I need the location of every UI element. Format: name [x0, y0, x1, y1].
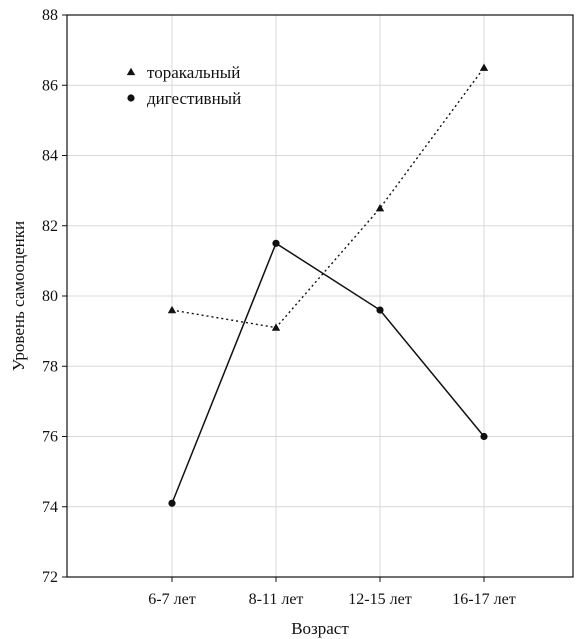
x-tick-label: 8-11 лет — [249, 591, 304, 608]
y-tick-label: 84 — [42, 148, 58, 165]
grid — [67, 14, 573, 578]
legend-item: дигестивный — [127, 89, 241, 108]
y-tick-label: 78 — [42, 358, 58, 375]
data-point-circle — [168, 499, 176, 507]
series-line — [171, 242, 485, 504]
legend-marker-triangle — [126, 67, 136, 76]
x-axis-ticks: 6-7 лет 8-11 лет 12-15 лет 16-17 лет — [148, 577, 516, 608]
y-tick-label: 88 — [42, 7, 58, 24]
legend-label: торакальный — [147, 63, 240, 82]
y-axis-ticks: 72 74 76 78 80 82 84 86 88 — [42, 7, 67, 586]
series-circle — [168, 239, 488, 507]
data-point-circle — [272, 239, 280, 247]
y-tick-label: 74 — [42, 499, 58, 516]
y-tick-label: 86 — [42, 77, 58, 94]
y-axis-label: Уровень самооценки — [9, 221, 28, 371]
x-tick-label: 16-17 лет — [452, 591, 515, 608]
y-tick-label: 80 — [42, 288, 58, 305]
legend-label: дигестивный — [147, 89, 241, 108]
legend: торакальный дигестивный — [126, 63, 241, 108]
series-line — [171, 67, 485, 329]
data-point-circle — [376, 306, 384, 314]
data-point-triangle — [479, 63, 489, 71]
series — [167, 63, 489, 507]
x-axis-label: Возраст — [291, 619, 349, 638]
legend-item: торакальный — [126, 63, 240, 82]
y-tick-label: 76 — [42, 429, 58, 446]
data-point-triangle — [375, 203, 385, 212]
y-tick-label: 82 — [42, 218, 58, 235]
legend-marker-circle — [127, 94, 135, 102]
series-triangle — [167, 63, 489, 331]
data-point-triangle — [271, 323, 281, 331]
y-tick-label: 72 — [42, 569, 58, 586]
data-point-circle — [480, 432, 488, 441]
x-tick-label: 12-15 лет — [348, 591, 411, 608]
data-point-triangle — [167, 305, 177, 314]
x-tick-label: 6-7 лет — [148, 591, 195, 608]
